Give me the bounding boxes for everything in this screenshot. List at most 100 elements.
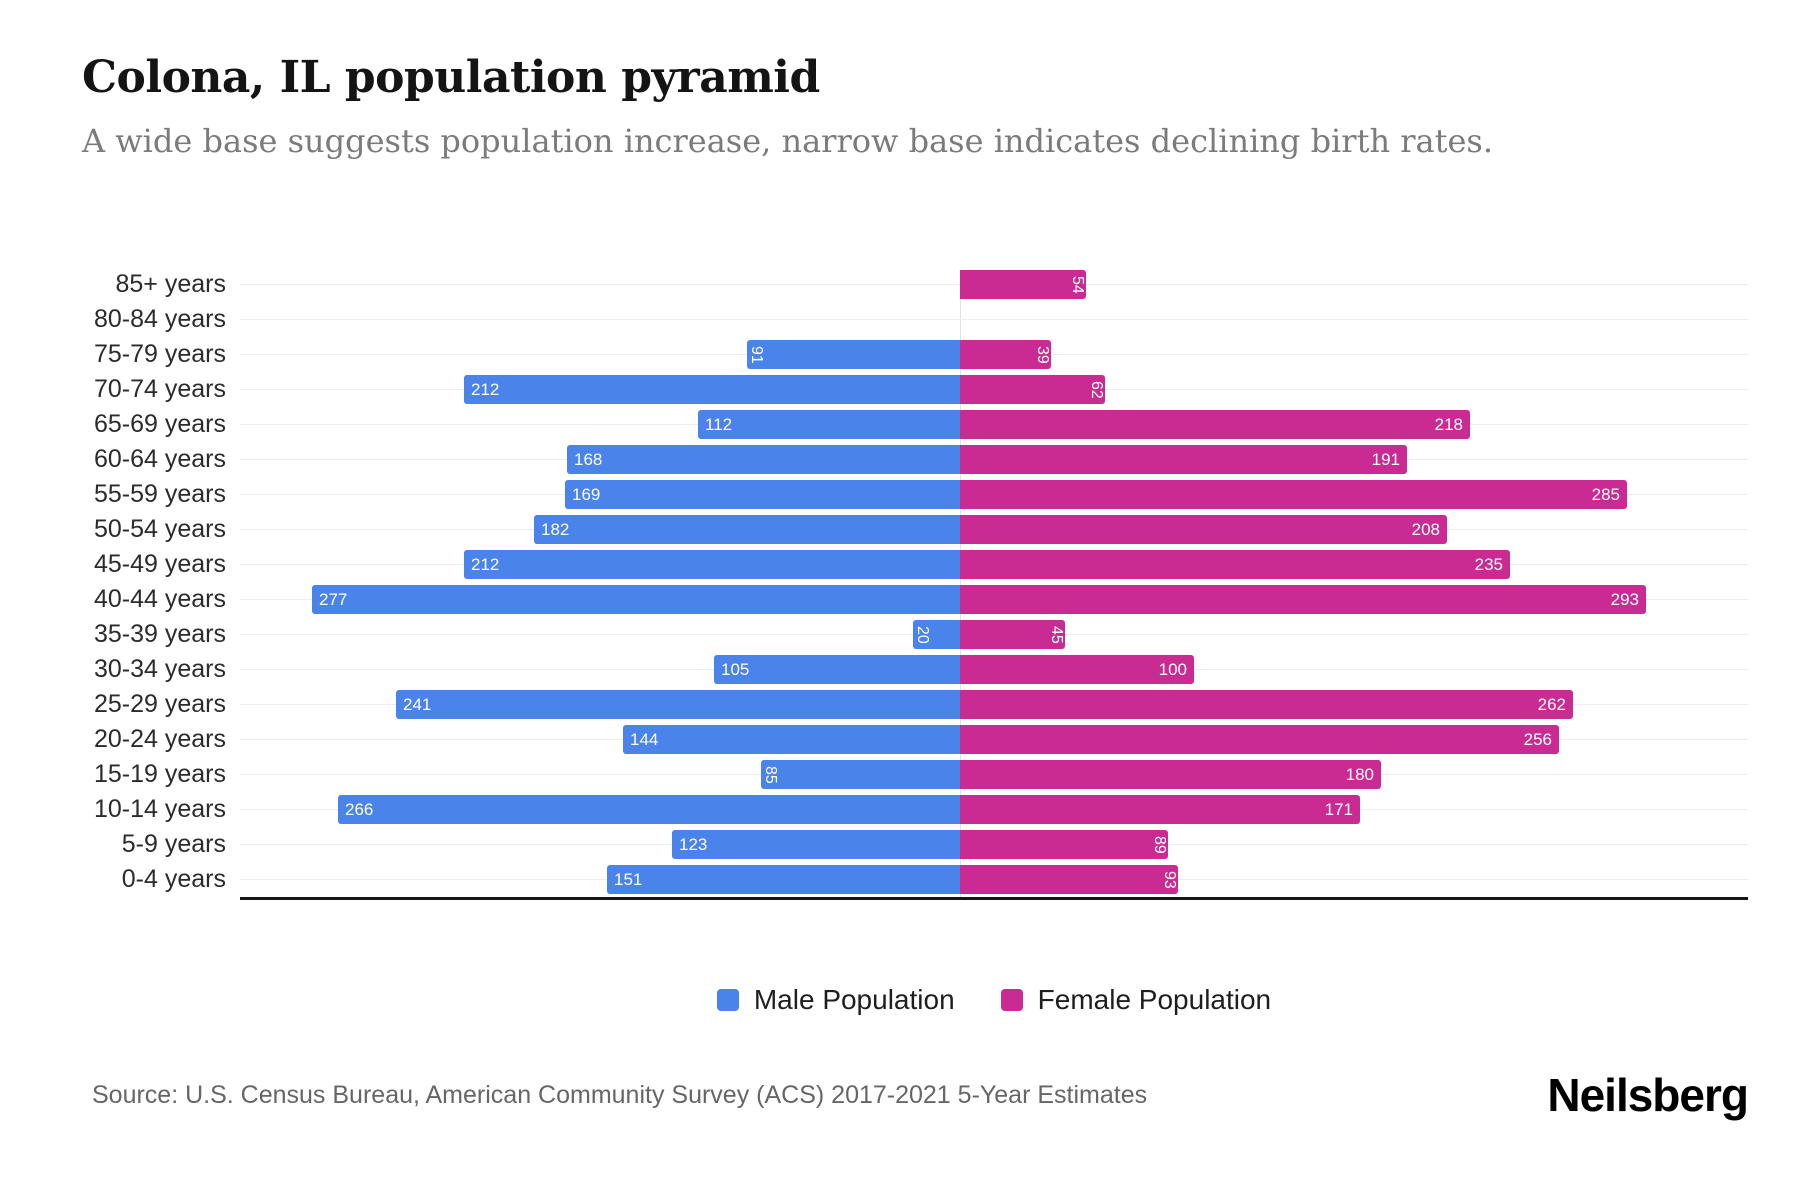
bar-value-label: 293 — [1610, 589, 1639, 609]
pyramid-rows: 85+ years 54 80-84 years 75-79 years 91 39 70-… — [0, 267, 1800, 897]
female-bar[interactable]: 256 — [960, 725, 1559, 754]
bar-value-label: 112 — [705, 414, 733, 434]
female-bar[interactable]: 93 — [960, 865, 1178, 894]
female-bar[interactable]: 262 — [960, 690, 1573, 719]
legend-female-label: Female Population — [1037, 984, 1272, 1015]
female-bar[interactable]: 100 — [960, 655, 1194, 684]
female-bar[interactable]: 39 — [960, 340, 1051, 369]
row-track: 266 171 — [240, 792, 1748, 827]
pyramid-row: 35-39 years 20 45 — [0, 617, 1800, 652]
pyramid-row: 40-44 years 277 293 — [0, 582, 1800, 617]
male-bar[interactable]: 20 — [913, 620, 960, 649]
bar-value-label: 93 — [1161, 870, 1178, 889]
bar-value-label: 266 — [345, 799, 374, 819]
bar-value-label: 182 — [541, 519, 570, 539]
row-track: 123 89 — [240, 827, 1748, 862]
pyramid-row: 10-14 years 266 171 — [0, 792, 1800, 827]
age-group-label: 35-39 years — [93, 620, 226, 648]
row-track: 20 45 — [240, 617, 1748, 652]
male-bar[interactable]: 266 — [338, 795, 960, 824]
x-axis-line — [240, 897, 1748, 900]
age-group-label: 75-79 years — [93, 340, 226, 368]
chart-subtitle: A wide base suggests population increase… — [82, 122, 1493, 160]
male-bar[interactable]: 169 — [565, 480, 960, 509]
pyramid-row: 80-84 years — [0, 302, 1800, 337]
legend: Male Population Female Population — [240, 984, 1748, 1016]
legend-item-male[interactable]: Male Population — [716, 984, 955, 1016]
bar-value-label: 45 — [1048, 625, 1065, 644]
age-group-label: 65-69 years — [93, 410, 226, 438]
bar-value-label: 54 — [1069, 275, 1086, 294]
row-track: 105 100 — [240, 652, 1748, 687]
bar-value-label: 180 — [1345, 764, 1374, 784]
female-bar[interactable]: 285 — [960, 480, 1627, 509]
pyramid-row: 60-64 years 168 191 — [0, 442, 1800, 477]
male-bar[interactable]: 182 — [534, 515, 960, 544]
age-group-label: 55-59 years — [93, 480, 226, 508]
female-bar[interactable]: 171 — [960, 795, 1360, 824]
age-group-label: 30-34 years — [93, 655, 226, 683]
bar-value-label: 218 — [1434, 414, 1463, 434]
pyramid-row: 30-34 years 105 100 — [0, 652, 1800, 687]
gridline — [240, 319, 1748, 320]
pyramid-row: 70-74 years 212 62 — [0, 372, 1800, 407]
row-track: 144 256 — [240, 722, 1748, 757]
pyramid-row: 85+ years 54 — [0, 267, 1800, 302]
male-bar[interactable]: 105 — [714, 655, 960, 684]
female-bar[interactable]: 235 — [960, 550, 1510, 579]
pyramid-row: 45-49 years 212 235 — [0, 547, 1800, 582]
bar-value-label: 39 — [1034, 345, 1051, 364]
row-track: 91 39 — [240, 337, 1748, 372]
male-bar[interactable]: 151 — [607, 865, 960, 894]
female-bar[interactable]: 45 — [960, 620, 1065, 649]
bar-value-label: 91 — [748, 345, 765, 364]
bar-value-label: 169 — [572, 484, 601, 504]
age-group-label: 40-44 years — [93, 585, 226, 613]
pyramid-row: 5-9 years 123 89 — [0, 827, 1800, 862]
pyramid-row: 50-54 years 182 208 — [0, 512, 1800, 547]
female-bar[interactable]: 191 — [960, 445, 1407, 474]
male-bar[interactable]: 168 — [567, 445, 960, 474]
male-bar[interactable]: 277 — [312, 585, 960, 614]
female-bar[interactable]: 208 — [960, 515, 1447, 544]
row-track: 112 218 — [240, 407, 1748, 442]
age-group-label: 80-84 years — [93, 305, 226, 333]
female-bar[interactable]: 218 — [960, 410, 1470, 439]
male-bar[interactable]: 112 — [698, 410, 960, 439]
row-track: 182 208 — [240, 512, 1748, 547]
legend-item-female[interactable]: Female Population — [1000, 984, 1272, 1016]
male-bar[interactable]: 91 — [747, 340, 960, 369]
bar-value-label: 208 — [1411, 519, 1440, 539]
neilsberg-logo: Neilsberg — [1547, 1069, 1749, 1121]
male-bar[interactable]: 241 — [396, 690, 960, 719]
pyramid-row: 65-69 years 112 218 — [0, 407, 1800, 442]
age-group-label: 70-74 years — [93, 375, 226, 403]
chart-title: Colona, IL population pyramid — [82, 52, 820, 103]
female-bar[interactable]: 180 — [960, 760, 1381, 789]
male-bar[interactable]: 123 — [672, 830, 960, 859]
bar-value-label: 212 — [471, 379, 500, 399]
age-group-label: 50-54 years — [93, 515, 226, 543]
bar-value-label: 285 — [1591, 484, 1620, 504]
bar-value-label: 262 — [1537, 694, 1566, 714]
age-group-label: 15-19 years — [93, 760, 226, 788]
row-track: 212 235 — [240, 547, 1748, 582]
female-bar[interactable]: 54 — [960, 270, 1086, 299]
female-bar[interactable]: 89 — [960, 830, 1168, 859]
bar-value-label: 256 — [1523, 729, 1552, 749]
pyramid-row: 20-24 years 144 256 — [0, 722, 1800, 757]
bar-value-label: 85 — [762, 765, 779, 784]
pyramid-row: 25-29 years 241 262 — [0, 687, 1800, 722]
age-group-label: 25-29 years — [93, 690, 226, 718]
center-axis-line — [960, 270, 961, 897]
female-bar[interactable]: 62 — [960, 375, 1105, 404]
population-pyramid-chart: 85+ years 54 80-84 years 75-79 years 91 39 70-… — [0, 267, 1800, 897]
bar-value-label: 171 — [1324, 799, 1353, 819]
age-group-label: 10-14 years — [93, 795, 226, 823]
male-bar[interactable]: 212 — [464, 550, 960, 579]
male-bar[interactable]: 144 — [623, 725, 960, 754]
row-track: 151 93 — [240, 862, 1748, 897]
male-bar[interactable]: 212 — [464, 375, 960, 404]
female-bar[interactable]: 293 — [960, 585, 1646, 614]
male-bar[interactable]: 85 — [761, 760, 960, 789]
